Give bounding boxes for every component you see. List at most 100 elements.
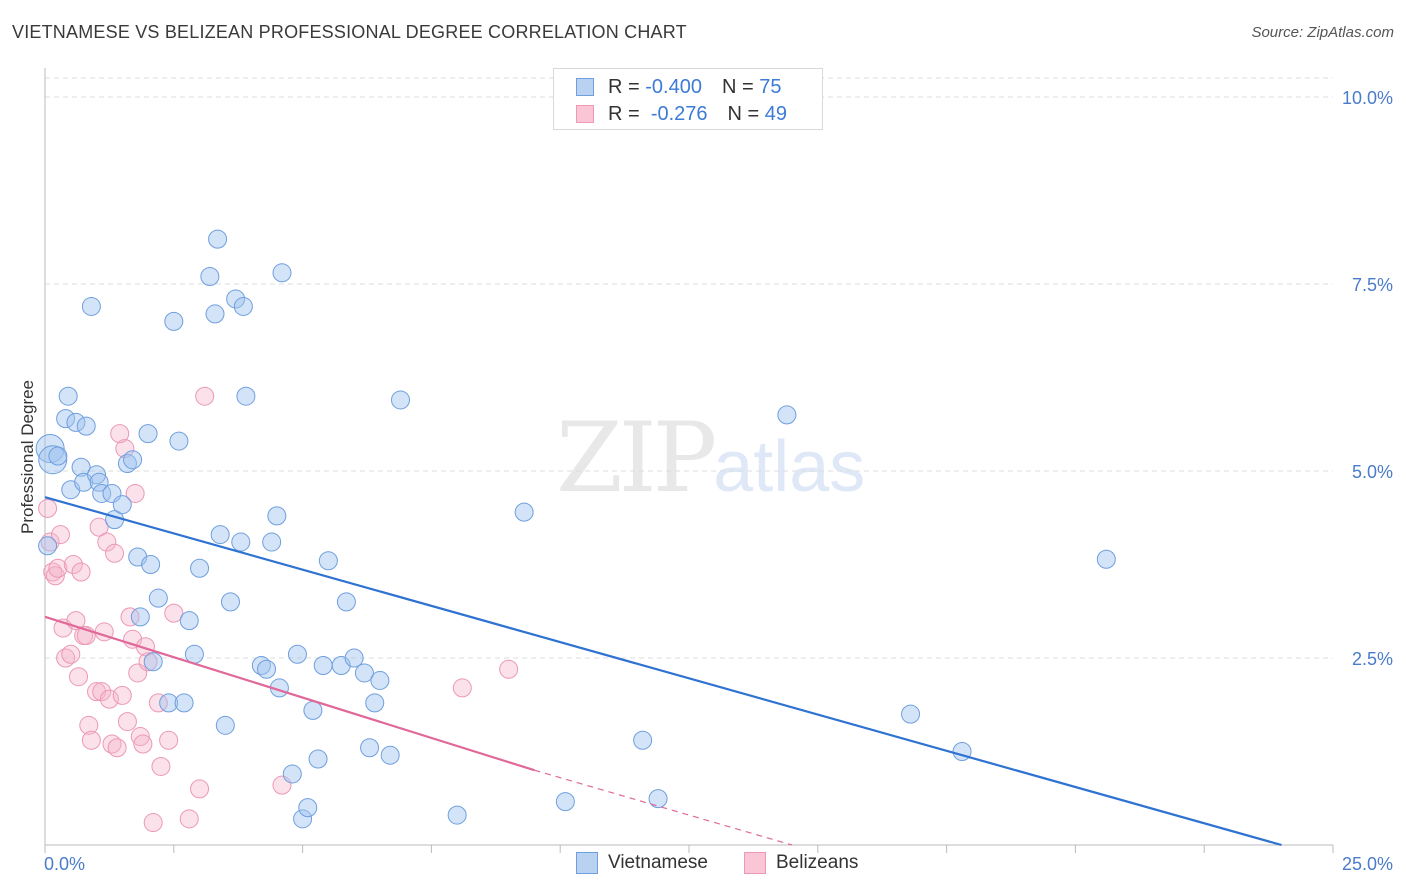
data-point-belizeans — [115, 439, 135, 459]
data-point-vietnamese — [174, 693, 194, 713]
data-point-belizeans — [138, 652, 158, 672]
data-point-vietnamese — [200, 267, 220, 287]
data-point-vietnamese — [282, 764, 302, 784]
data-point-vietnamese — [370, 670, 390, 690]
chart-source: Source: ZipAtlas.com — [1251, 24, 1394, 41]
y-tick-label: 5.0% — [1352, 462, 1393, 482]
data-point-belizeans — [112, 685, 132, 705]
data-point-vietnamese — [447, 805, 467, 825]
legend-swatch-vietnamese — [576, 78, 594, 96]
data-point-vietnamese — [35, 434, 65, 464]
data-point-vietnamese — [58, 386, 78, 406]
legend-swatch-belizeans — [576, 105, 594, 123]
data-point-vietnamese — [633, 730, 653, 750]
legend-r-value: -0.276 — [650, 102, 708, 125]
data-point-belizeans — [159, 730, 179, 750]
legend-n-value: 49 — [764, 102, 788, 125]
data-point-belizeans — [133, 734, 153, 754]
data-point-vietnamese — [123, 450, 143, 470]
data-point-vietnamese — [117, 454, 137, 474]
data-point-vietnamese — [138, 424, 158, 444]
data-point-vietnamese — [92, 483, 112, 503]
data-point-vietnamese — [262, 532, 282, 552]
data-point-belizeans — [89, 517, 109, 537]
legend-item-vietnamese[interactable]: Vietnamese — [576, 852, 708, 874]
legend-r-label: R = — [608, 102, 640, 125]
data-point-vietnamese — [87, 465, 107, 485]
data-point-belizeans — [56, 648, 76, 668]
data-point-vietnamese — [1096, 549, 1116, 569]
data-point-vietnamese — [901, 704, 921, 724]
data-point-vietnamese — [287, 644, 307, 664]
data-point-belizeans — [179, 809, 199, 829]
data-point-vietnamese — [267, 506, 287, 526]
data-point-vietnamese — [38, 536, 58, 556]
y-tick-label: 7.5% — [1352, 275, 1393, 295]
data-point-belizeans — [120, 607, 140, 627]
data-point-vietnamese — [365, 693, 385, 713]
data-point-belizeans — [117, 712, 137, 732]
data-point-belizeans — [81, 730, 101, 750]
data-point-belizeans — [125, 483, 145, 503]
series-legend: Vietnamese Belizeans — [0, 852, 1406, 878]
data-point-vietnamese — [648, 789, 668, 809]
data-point-belizeans — [38, 498, 58, 518]
data-point-vietnamese — [76, 416, 96, 436]
data-point-vietnamese — [514, 502, 534, 522]
data-point-vietnamese — [354, 663, 374, 683]
legend-row-belizeans: R = -0.276 N = 49 — [576, 101, 787, 127]
data-point-vietnamese — [159, 693, 179, 713]
data-point-belizeans — [43, 562, 63, 582]
data-point-belizeans — [148, 693, 168, 713]
data-point-vietnamese — [233, 296, 253, 316]
x-tick-label: 0.0% — [44, 854, 85, 874]
data-point-vietnamese — [272, 263, 292, 283]
data-point-vietnamese — [251, 655, 271, 675]
data-point-vietnamese — [257, 659, 277, 679]
data-point-vietnamese — [208, 229, 228, 249]
legend-r-value: -0.400 — [645, 75, 702, 98]
data-point-belizeans — [45, 566, 65, 586]
data-point-vietnamese — [169, 431, 189, 451]
legend-n-value: 75 — [759, 75, 782, 98]
data-point-belizeans — [135, 637, 155, 657]
data-point-vietnamese — [293, 809, 313, 829]
data-point-belizeans — [107, 738, 127, 758]
legend-label-vietnamese: Vietnamese — [608, 852, 708, 873]
x-tick-label: 25.0% — [1342, 854, 1393, 874]
data-point-belizeans — [130, 727, 150, 747]
legend-n-label: N = — [727, 102, 760, 125]
legend-swatch-vietnamese — [576, 852, 598, 874]
data-point-belizeans — [79, 715, 99, 735]
data-point-belizeans — [40, 532, 60, 552]
data-point-vietnamese — [179, 611, 199, 631]
data-point-vietnamese — [336, 592, 356, 612]
data-point-vietnamese — [130, 607, 150, 627]
data-point-belizeans — [105, 543, 125, 563]
data-point-vietnamese — [344, 648, 364, 668]
data-point-vietnamese — [390, 390, 410, 410]
data-point-vietnamese — [164, 311, 184, 331]
data-point-belizeans — [110, 424, 130, 444]
data-point-belizeans — [164, 603, 184, 623]
trend-line-vietnamese — [44, 496, 1282, 847]
data-point-vietnamese — [112, 495, 132, 515]
data-point-vietnamese — [303, 700, 323, 720]
data-point-vietnamese — [148, 588, 168, 608]
data-point-vietnamese — [777, 405, 797, 425]
data-point-belizeans — [92, 682, 112, 702]
data-point-vietnamese — [48, 446, 68, 466]
y-tick-label: 2.5% — [1352, 649, 1393, 669]
data-point-belizeans — [97, 532, 117, 552]
data-point-vietnamese — [38, 445, 68, 475]
y-tick-label: 10.0% — [1342, 88, 1393, 108]
data-point-vietnamese — [56, 409, 76, 429]
legend-swatch-belizeans — [744, 852, 766, 874]
legend-item-belizeans[interactable]: Belizeans — [744, 852, 858, 874]
data-point-vietnamese — [141, 555, 161, 574]
data-point-belizeans — [499, 659, 519, 679]
data-point-vietnamese — [81, 296, 101, 316]
legend-n-label: N = — [721, 75, 754, 98]
data-point-vietnamese — [89, 472, 109, 492]
data-point-belizeans — [151, 756, 171, 776]
